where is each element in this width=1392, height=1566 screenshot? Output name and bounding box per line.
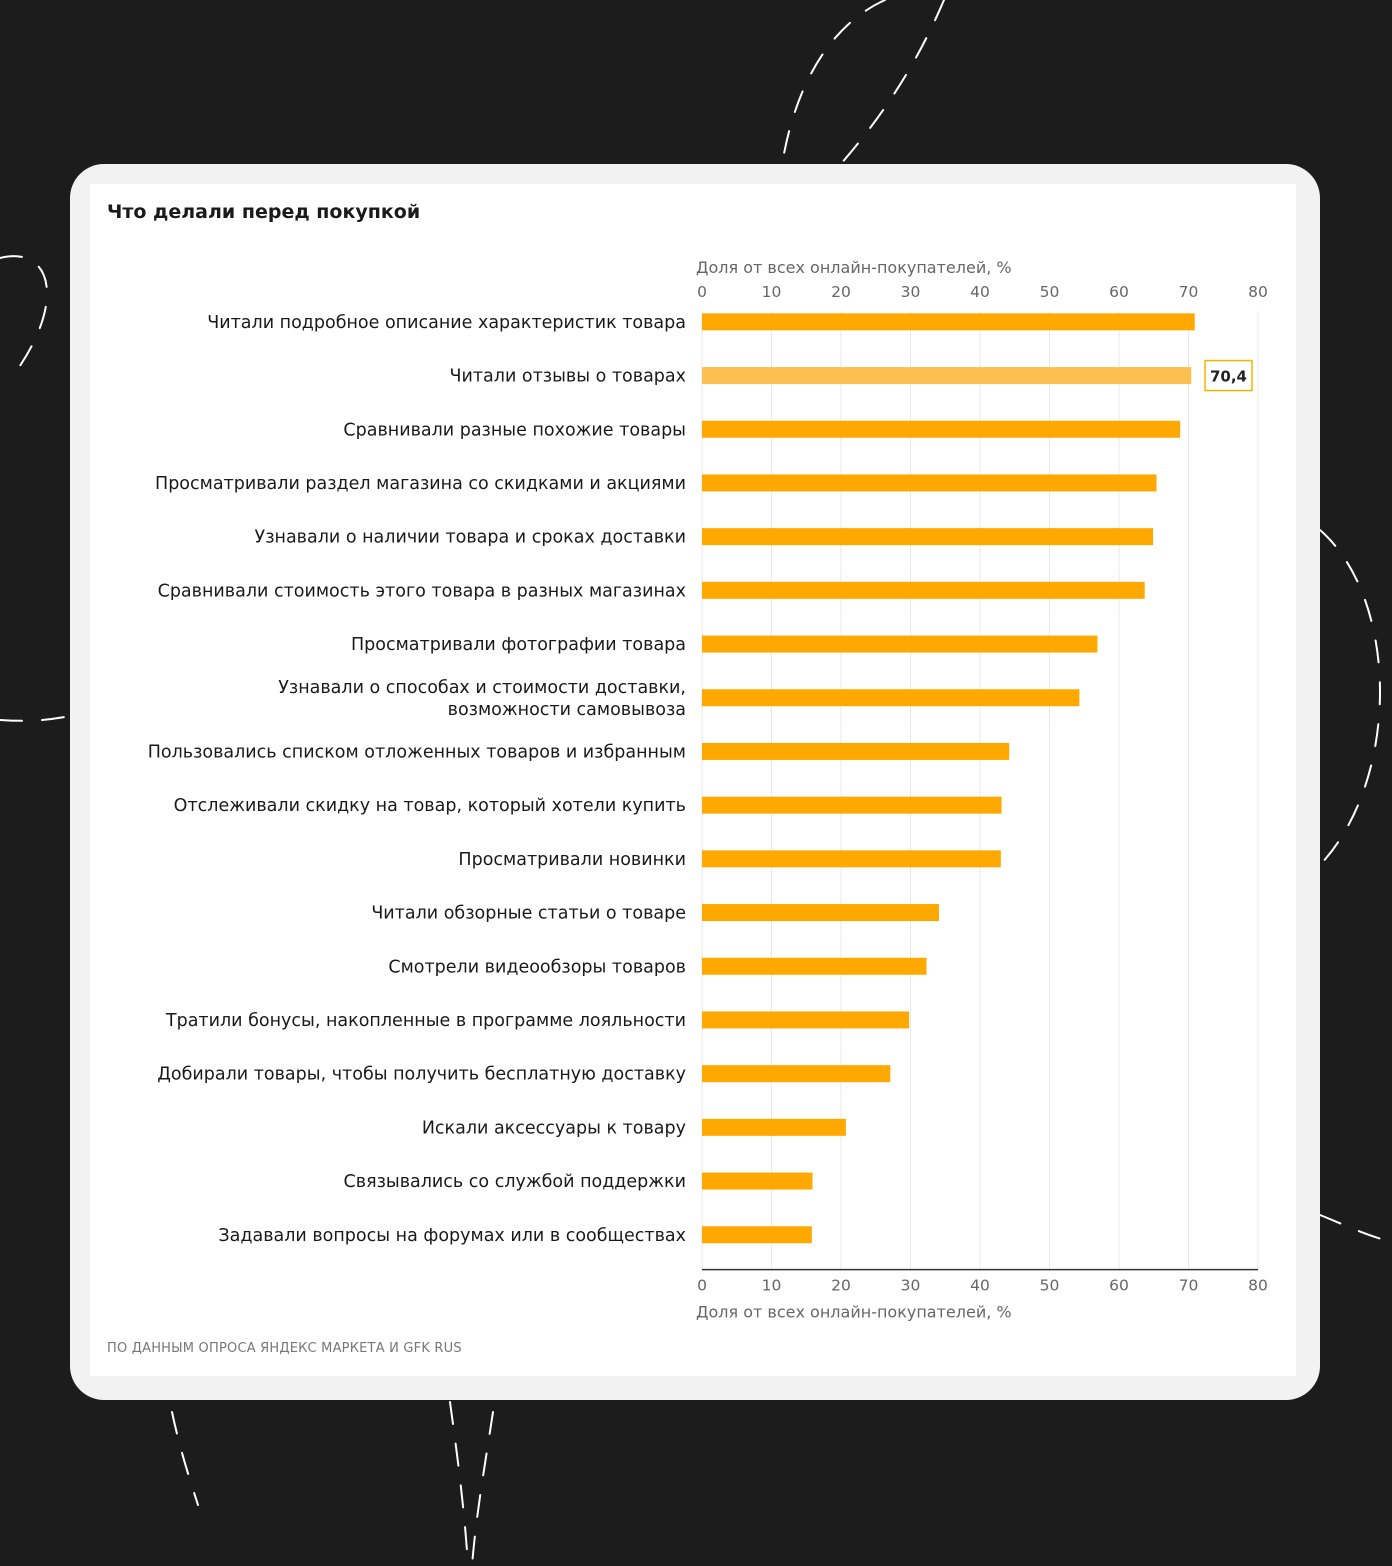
bar bbox=[702, 581, 1145, 599]
category-label: Пользовались списком отложенных товаров … bbox=[148, 742, 686, 762]
bar bbox=[702, 420, 1181, 438]
decor-curve-bottom-mid-b bbox=[471, 1411, 494, 1566]
category-label: Просматривали раздел магазина со скидкам… bbox=[155, 474, 686, 494]
bar bbox=[702, 796, 1002, 814]
bar bbox=[702, 528, 1154, 546]
bar bbox=[702, 367, 1192, 385]
bar bbox=[702, 904, 939, 922]
category-label: Сравнивали стоимость этого товара в разн… bbox=[158, 581, 686, 601]
tick-label-bottom: 30 bbox=[901, 1277, 921, 1295]
x-axis-title-bottom: Доля от всех онлайн-покупателей, % bbox=[696, 1303, 1012, 1322]
category-label: Читали обзорные статьи о товаре bbox=[371, 904, 686, 924]
tick-label-bottom: 60 bbox=[1109, 1277, 1129, 1295]
chart-title: Что делали перед покупкой bbox=[107, 201, 421, 223]
tick-label-top: 10 bbox=[762, 283, 782, 301]
bar bbox=[702, 742, 1010, 760]
bar-chart: Доля от всех онлайн-покупателей, % 0 10 20 3… bbox=[148, 258, 1268, 1322]
category-label: Связывались со службой поддержки bbox=[344, 1172, 686, 1192]
tick-label-top: 30 bbox=[901, 283, 921, 301]
tick-label-top: 70 bbox=[1179, 283, 1199, 301]
bar bbox=[702, 957, 927, 975]
chart-panel: Что делали перед покупкой Доля от всех о… bbox=[90, 184, 1296, 1376]
source-note: ПО ДАННЫМ ОПРОСА ЯНДЕКС МАРКЕТА И GFK RU… bbox=[107, 1341, 462, 1356]
bar bbox=[702, 1172, 813, 1190]
bar bbox=[702, 850, 1001, 868]
tick-label-top: 40 bbox=[970, 283, 990, 301]
tick-label-bottom: 70 bbox=[1179, 1277, 1199, 1295]
tick-label-top: 80 bbox=[1248, 283, 1268, 301]
tick-label-top: 20 bbox=[831, 283, 851, 301]
tick-label-bottom: 0 bbox=[697, 1277, 707, 1295]
decor-curve-right-loop bbox=[1319, 529, 1381, 866]
bar bbox=[702, 689, 1080, 707]
category-label: Читали подробное описание характеристик … bbox=[207, 313, 686, 333]
category-label: Задавали вопросы на форумах или в сообще… bbox=[218, 1226, 686, 1246]
category-label: Узнавали о наличии товара и сроках доста… bbox=[255, 528, 686, 548]
decor-curve-top-right-arc bbox=[781, 0, 886, 166]
bar bbox=[702, 1011, 910, 1029]
decor-curve-top-left-arc bbox=[839, 0, 945, 166]
data-label: 70,4 bbox=[1210, 368, 1247, 386]
tick-label-top: 0 bbox=[697, 283, 707, 301]
category-label: Смотрели видеообзоры товаров bbox=[388, 957, 686, 977]
tick-label-bottom: 10 bbox=[762, 1277, 782, 1295]
tick-label-bottom: 40 bbox=[970, 1277, 990, 1295]
category-label: Читали отзывы о товарах bbox=[449, 367, 686, 387]
bar bbox=[702, 635, 1098, 653]
bar bbox=[702, 313, 1195, 331]
decor-curve-bottom-left bbox=[171, 1411, 199, 1506]
category-label: Просматривали фотографии товара bbox=[351, 635, 686, 655]
bar bbox=[702, 1065, 891, 1083]
decor-curve-right-line bbox=[1319, 1214, 1392, 1243]
bar bbox=[702, 1226, 812, 1244]
category-label: Просматривали новинки bbox=[458, 850, 686, 870]
decor-curve-left-line bbox=[0, 715, 71, 722]
data-label-box bbox=[1204, 359, 1253, 392]
tick-label-top: 60 bbox=[1109, 283, 1129, 301]
category-label: Сравнивали разные похожие товары bbox=[343, 420, 686, 440]
x-axis-title-top: Доля от всех онлайн-покупателей, % bbox=[696, 258, 1012, 277]
category-label: Тратили бонусы, накопленные в программе … bbox=[165, 1011, 686, 1031]
category-label: Добирали товары, чтобы получить бесплатн… bbox=[157, 1065, 686, 1085]
category-label: Искали аксессуары к товару bbox=[422, 1118, 686, 1138]
bar bbox=[702, 474, 1157, 492]
tick-label-bottom: 80 bbox=[1248, 1277, 1268, 1295]
bar bbox=[702, 1118, 846, 1136]
decor-curve-left-loop bbox=[0, 255, 48, 381]
tick-label-bottom: 20 bbox=[831, 1277, 851, 1295]
category-label: Узнавали о способах и стоимости доставки… bbox=[278, 678, 686, 720]
chart-card: Что делали перед покупкой Доля от всех о… bbox=[70, 164, 1320, 1400]
category-label: Отслеживали скидку на товар, который хот… bbox=[174, 796, 686, 816]
decor-curve-bottom-mid-a bbox=[449, 1401, 469, 1566]
tick-label-top: 50 bbox=[1040, 283, 1060, 301]
tick-label-bottom: 50 bbox=[1040, 1277, 1060, 1295]
